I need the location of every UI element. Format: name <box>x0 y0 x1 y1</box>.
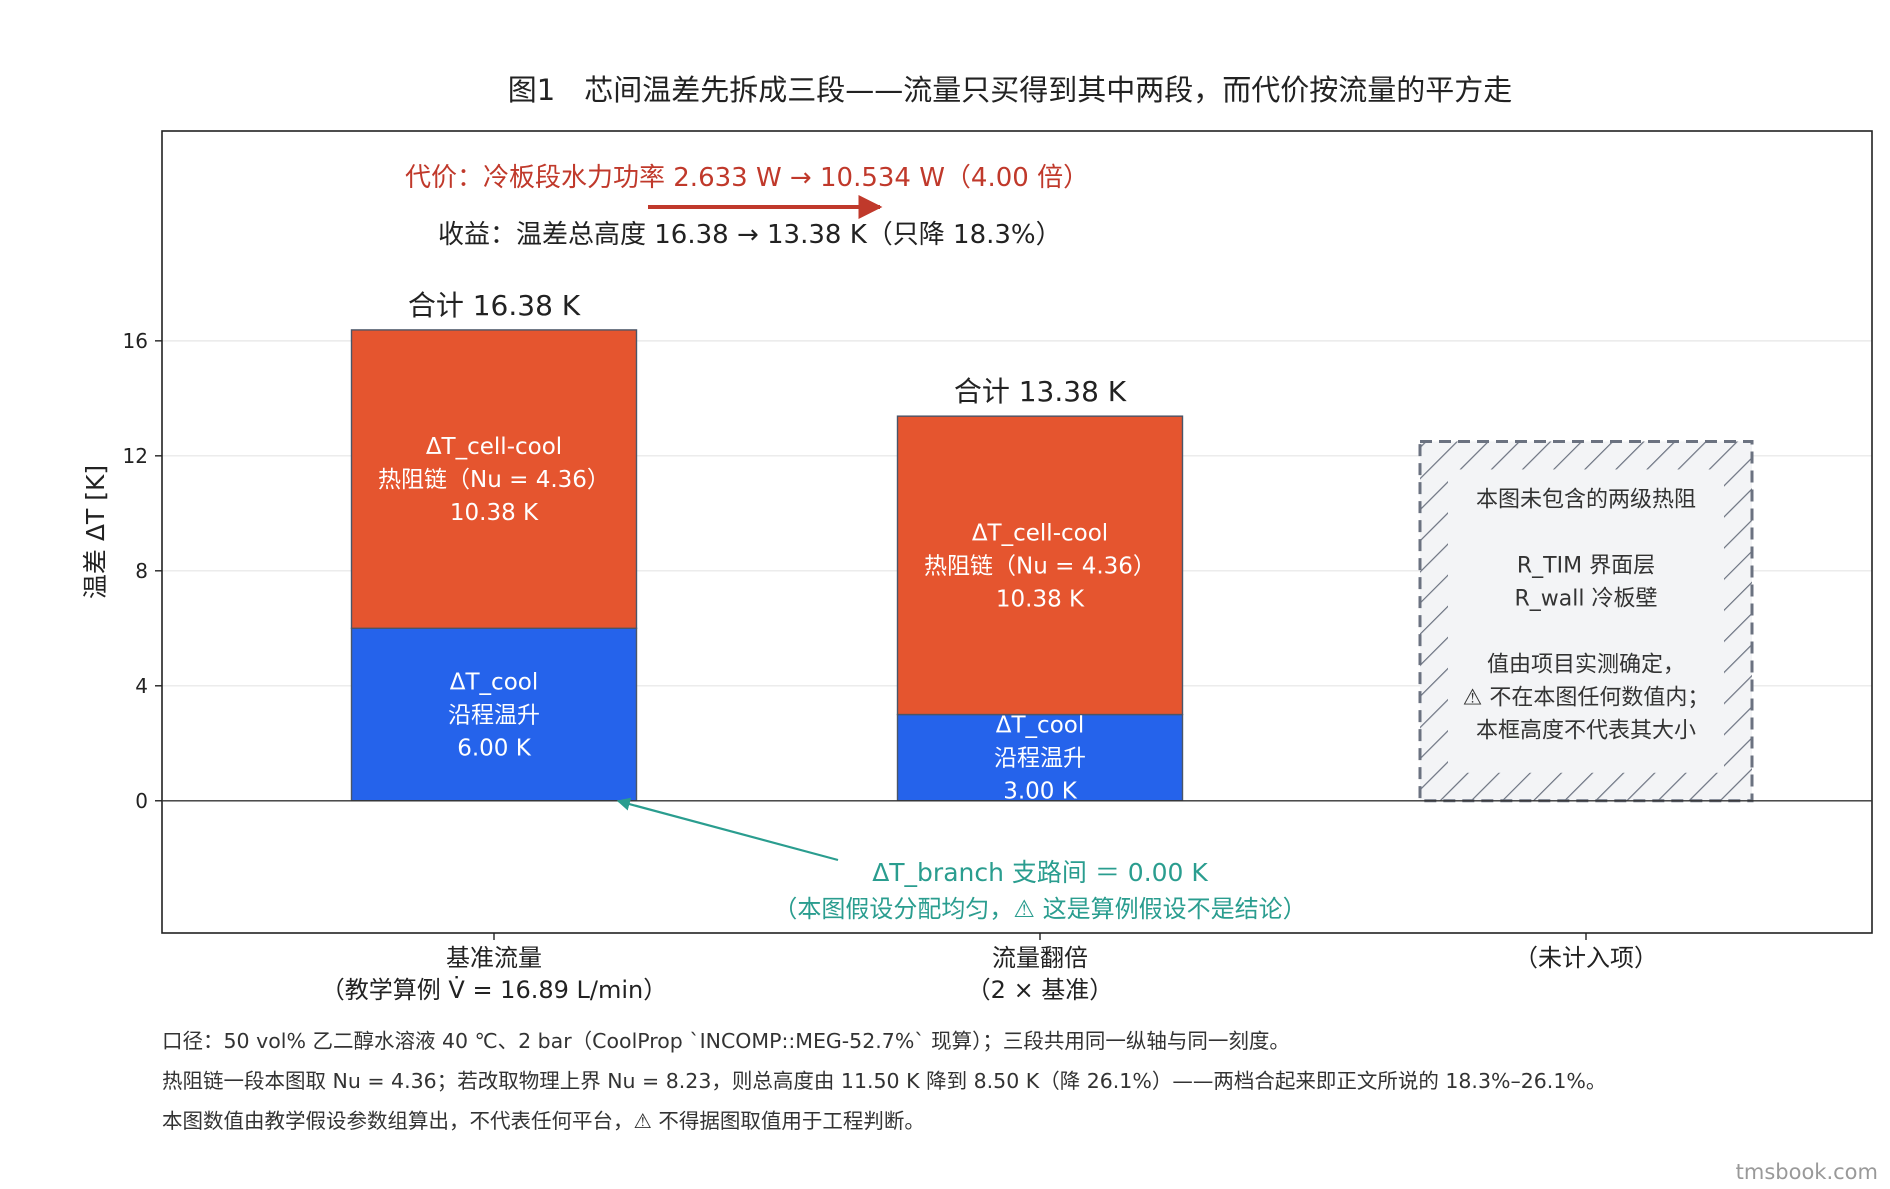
x-tick-label: （2 × 基准） <box>967 976 1114 1004</box>
bar-segment-label: ΔT_cell-cool <box>972 520 1108 546</box>
bar-total-label: 合计 16.38 K <box>408 289 581 322</box>
excluded-box-text: 本框高度不代表其大小 <box>1476 718 1696 743</box>
bar-segment-label: ΔT_cell-cool <box>426 434 562 460</box>
bar-total-label: 合计 13.38 K <box>954 375 1127 408</box>
excluded-box-text: R_TIM 界面层 <box>1517 553 1655 578</box>
bars-layer: ΔT_cool 沿程温升 6.00 K ΔT_cell-cool 热阻链（Nu = 4.… <box>350 289 1754 805</box>
bar-segment-label: 沿程温升 <box>994 746 1086 772</box>
bar-segment-cell_cool <box>896 415 1184 716</box>
y-tick-label: 0 <box>135 789 148 813</box>
cost-annotation: 代价：冷板段水力功率 2.633 W → 10.534 W（4.00 倍） <box>405 163 1089 193</box>
excluded-box-text: ⚠ 不在本图任何数值内； <box>1463 685 1710 710</box>
x-tick-label: （教学算例 V̇ = 16.89 L/min） <box>321 976 667 1004</box>
bar-value-label: 10.38 K <box>450 500 539 526</box>
watermark: tmsbook.com <box>1735 1160 1878 1184</box>
bar-segment-label: 热阻链（Nu = 4.36） <box>924 553 1156 579</box>
y-tick-label: 12 <box>123 444 148 468</box>
excluded-box-text: R_wall 冷板壁 <box>1515 586 1658 611</box>
plot-frame <box>161 130 1873 934</box>
x-tick-label: 流量翻倍 <box>992 944 1088 972</box>
y-tick-label: 16 <box>123 329 148 353</box>
bar-segment-label: 热阻链（Nu = 4.36） <box>378 467 610 493</box>
gain-annotation: 收益：温差总高度 16.38 → 13.38 K（只降 18.3%） <box>438 220 1062 250</box>
axis-layer: 0 4 8 12 16 <box>123 329 1872 813</box>
excluded-box-text: 值由项目实测确定， <box>1487 652 1685 677</box>
footnote-2: 热阻链一段本图取 Nu = 4.36；若改取物理上界 Nu = 8.23，则总高… <box>162 1069 1607 1093</box>
chart: 图1 芯间温差先拆成三段——流量只买得到其中两段，而代价按流量的平方走 ΔT_c… <box>81 73 1873 1004</box>
bar-segment-label: ΔT_cool <box>996 713 1084 739</box>
x-tick-label: 基准流量 <box>446 944 542 972</box>
branch-annotation-line2: （本图假设分配均匀，⚠ 这是算例假设不是结论） <box>773 895 1306 923</box>
bar-segment-cool <box>350 627 638 802</box>
branch-arrow <box>616 797 839 862</box>
footnote-3: 本图数值由教学假设参数组算出，不代表任何平台，⚠ 不得据图取值用于工程判断。 <box>162 1109 925 1133</box>
y-tick-label: 8 <box>135 559 148 583</box>
x-tick-labels: 基准流量 （教学算例 V̇ = 16.89 L/min） 流量翻倍 （2 × 基准） （… <box>321 933 1658 1004</box>
bar-segment-cool <box>896 713 1184 802</box>
branch-annotation-line1: ΔT_branch 支路间 ＝ 0.00 K <box>872 858 1208 887</box>
excluded-box-inner <box>1448 469 1724 773</box>
bar-value-label: 6.00 K <box>457 736 532 762</box>
bar-value-label: 10.38 K <box>996 586 1085 612</box>
excluded-box-text: 本图未包含的两级热阻 <box>1476 487 1696 512</box>
chart-title: 图1 芯间温差先拆成三段——流量只买得到其中两段，而代价按流量的平方走 <box>508 73 1512 107</box>
bar-segment-label: 沿程温升 <box>448 703 540 729</box>
bar-segment-cell_cool <box>350 329 638 629</box>
y-tick-label: 4 <box>135 674 148 698</box>
footnote-1: 口径：50 vol% 乙二醇水溶液 40 ℃、2 bar（CoolProp `I… <box>162 1029 1290 1053</box>
y-axis-label: 温差 ΔT [K] <box>81 465 110 599</box>
x-tick-label: （未计入项） <box>1514 944 1658 972</box>
bar-segment-label: ΔT_cool <box>450 670 538 696</box>
